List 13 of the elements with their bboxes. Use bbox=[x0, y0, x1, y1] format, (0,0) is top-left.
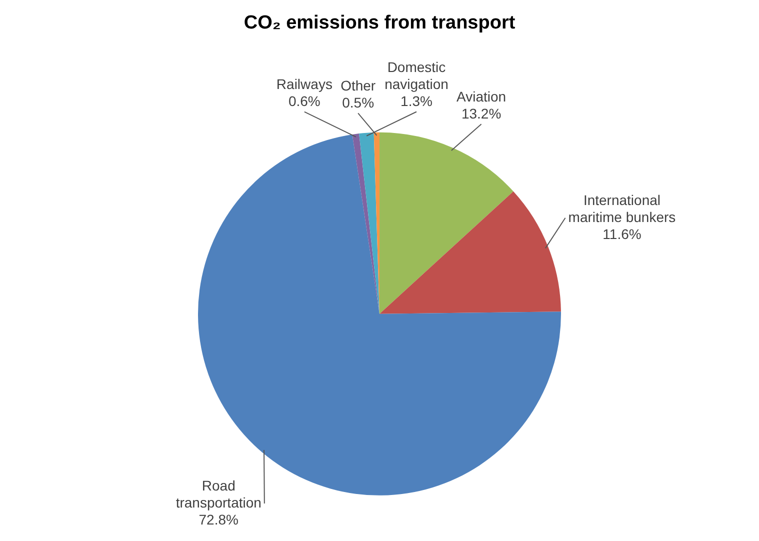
data-label: 0.6% bbox=[288, 93, 320, 110]
data-label: 0.5% bbox=[342, 94, 374, 111]
slice-label: International maritime bunkers bbox=[568, 192, 676, 225]
data-label: 72.8% bbox=[198, 511, 238, 528]
data-label: 1.3% bbox=[400, 93, 432, 110]
slice-label: Railways bbox=[276, 76, 332, 92]
slice-label: Other bbox=[340, 78, 376, 94]
chart-title: CO₂ emissions from transport bbox=[244, 12, 516, 34]
slice-label: Aviation bbox=[456, 88, 506, 104]
slice-label: Domestic navigation bbox=[384, 59, 448, 92]
data-label: 13.2% bbox=[461, 105, 502, 122]
data-label: 11.6% bbox=[602, 226, 642, 242]
slice-label: Road transportation bbox=[176, 477, 262, 510]
